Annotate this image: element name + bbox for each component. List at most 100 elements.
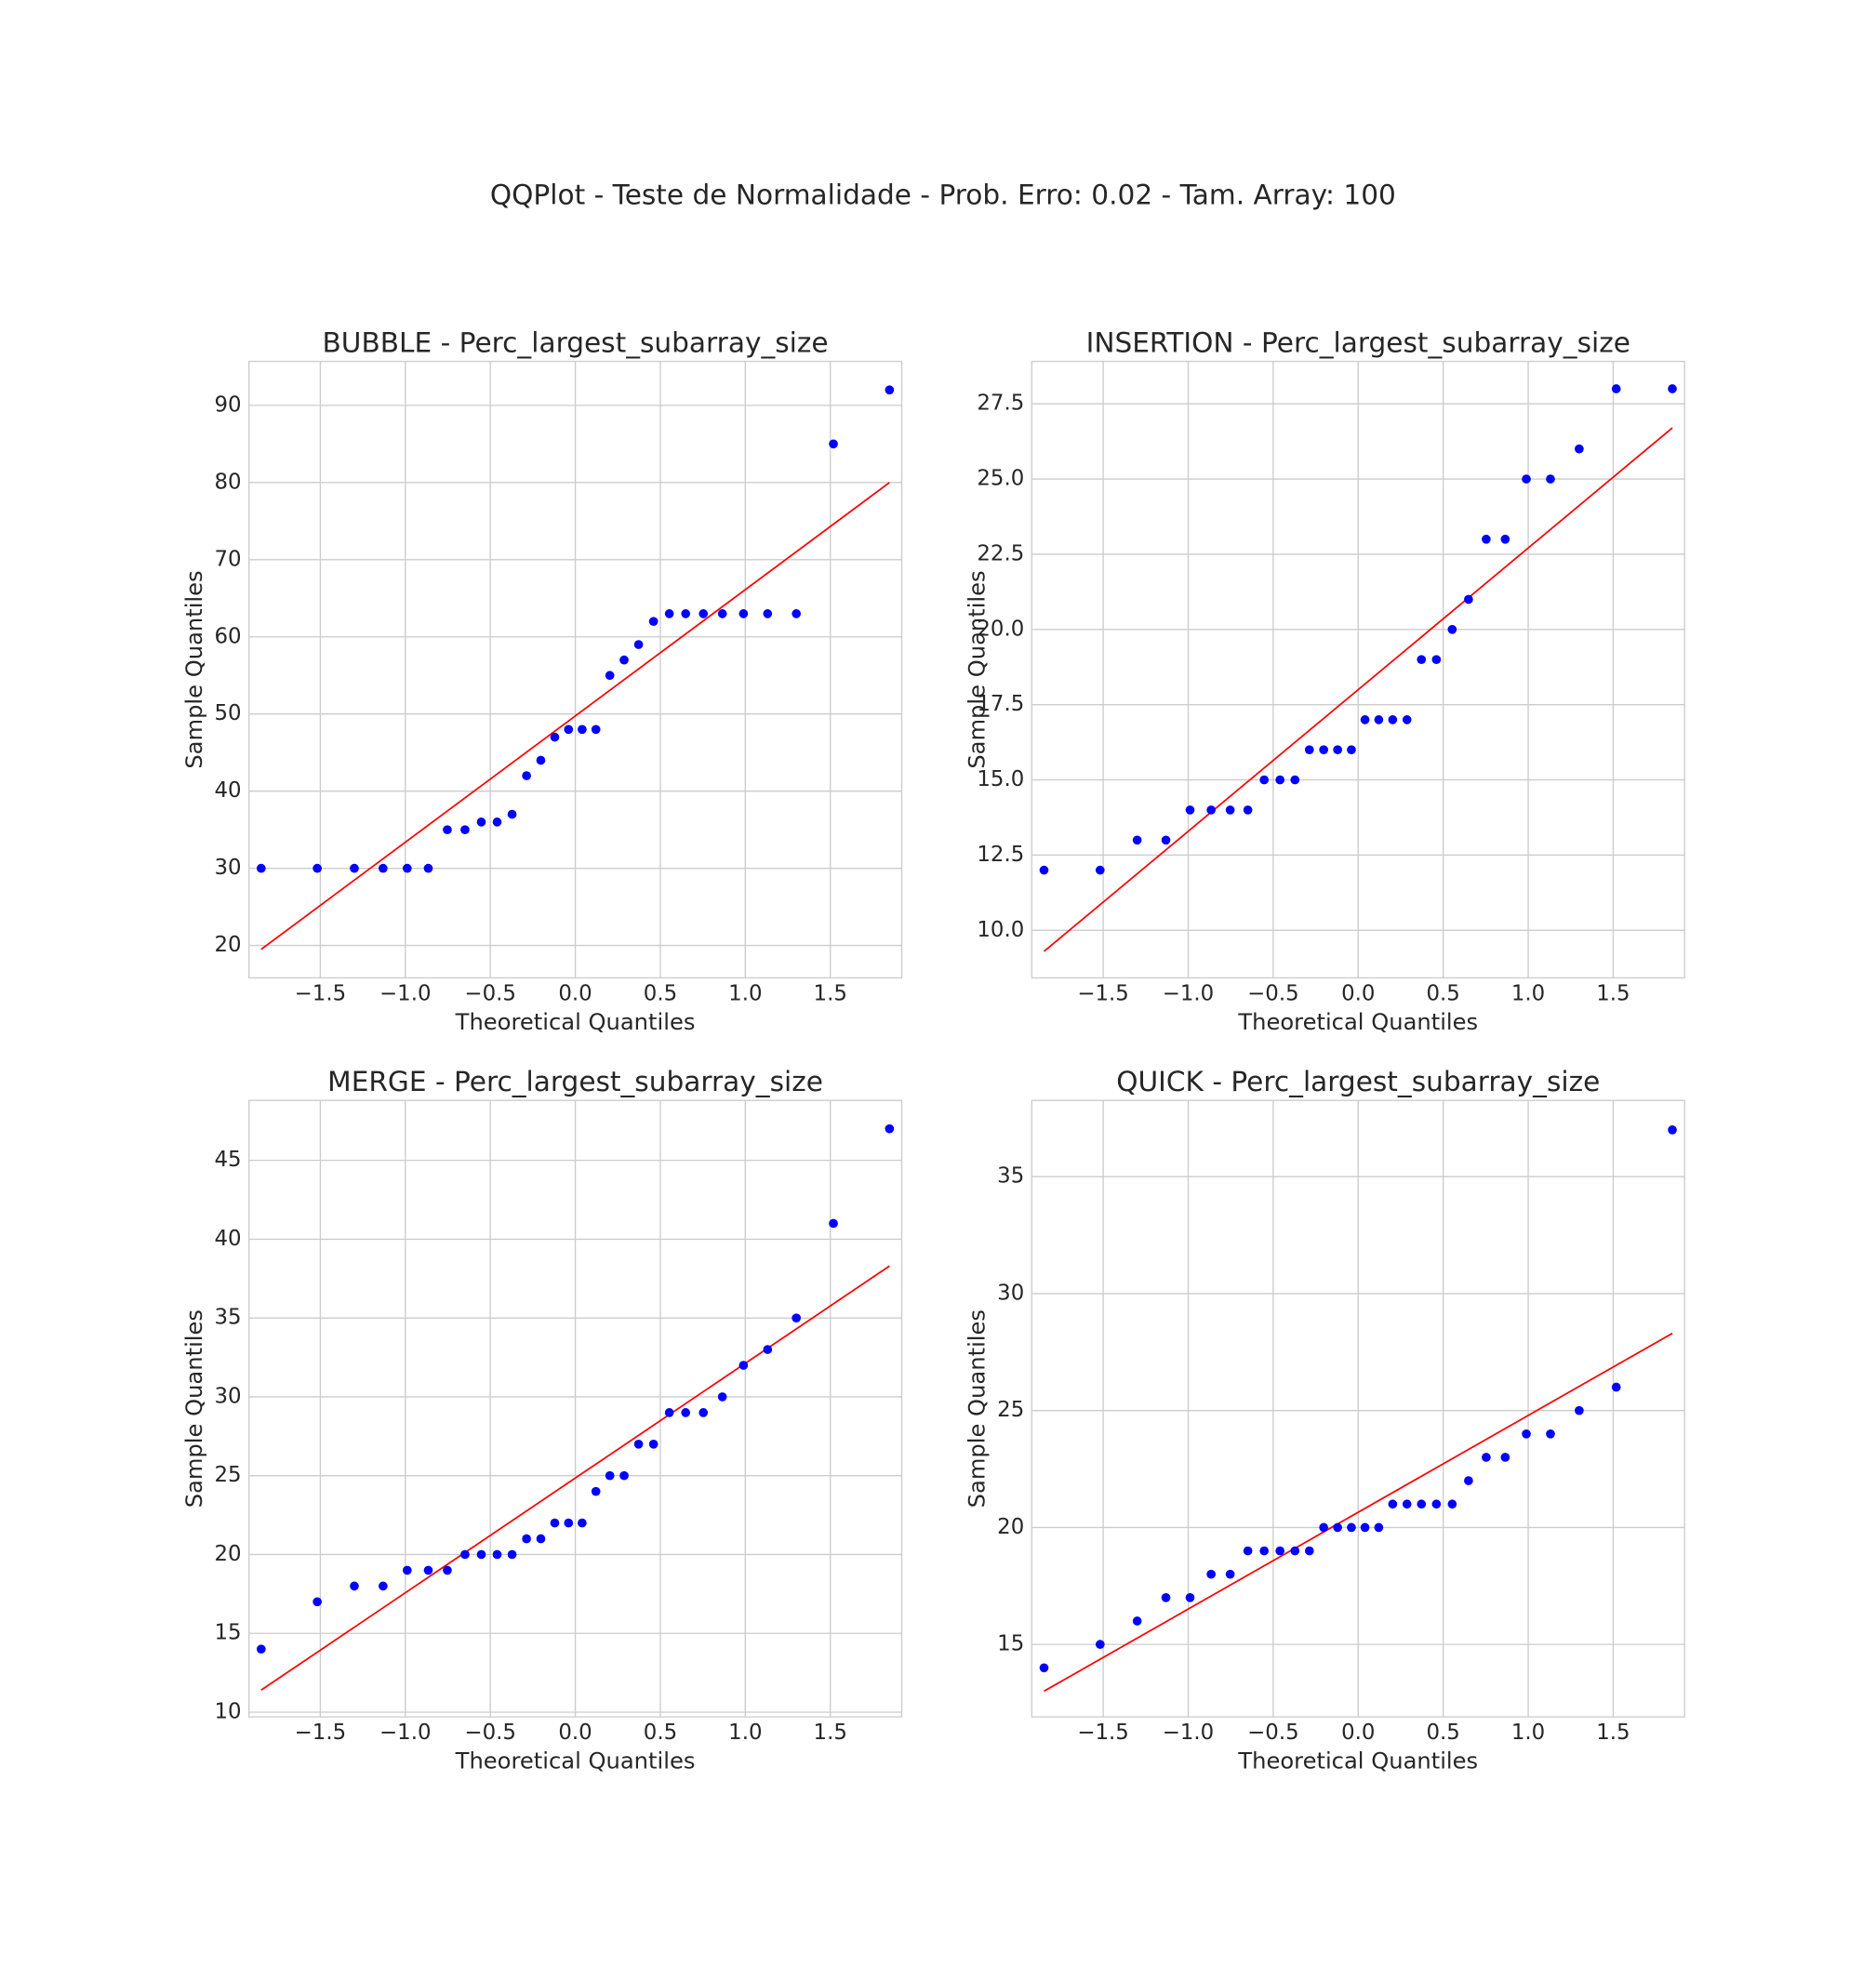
y-tick-label: 50 <box>214 701 241 725</box>
y-tick-label: 27.5 <box>977 392 1024 416</box>
data-point <box>379 863 388 873</box>
data-point <box>829 439 838 449</box>
y-tick-label: 70 <box>214 547 241 571</box>
data-point <box>1304 1546 1314 1556</box>
subplot: −1.5 −1.0 −0.5 0.0 0.5 1.0 1.5 10.0 12.5 15.0 17.5… <box>965 326 1685 1035</box>
data-point <box>1206 805 1217 815</box>
x-tick-label: −0.5 <box>464 1721 515 1745</box>
data-point <box>476 817 486 827</box>
x-tick-label: 1.5 <box>814 1721 847 1745</box>
data-point <box>256 863 266 873</box>
data-point <box>460 825 470 835</box>
data-point <box>564 724 574 735</box>
data-point <box>1290 775 1300 785</box>
data-point <box>578 1518 587 1528</box>
subplot-title: MERGE - Perc_largest_subarray_size <box>327 1066 823 1097</box>
data-point <box>507 1549 517 1560</box>
y-axis-label: Sample Quantiles <box>181 1309 207 1508</box>
x-tick-label: 1.5 <box>1596 1721 1630 1745</box>
data-point <box>1447 1499 1457 1509</box>
reference-line <box>1044 1332 1673 1693</box>
x-tick-label: 1.0 <box>1511 981 1545 1005</box>
data-point <box>1482 534 1491 544</box>
data-point <box>1668 1125 1677 1135</box>
data-point <box>699 1408 709 1417</box>
data-point <box>1402 1499 1412 1509</box>
data-point <box>1275 775 1285 785</box>
y-tick-label: 20.0 <box>977 617 1024 641</box>
data-point <box>1039 1663 1049 1673</box>
data-point <box>1319 1522 1329 1533</box>
data-point <box>699 609 709 618</box>
y-tick-label: 25.0 <box>977 467 1024 491</box>
data-point <box>1132 835 1142 845</box>
data-point <box>550 732 560 742</box>
data-point <box>1132 1616 1142 1626</box>
y-axis-label: Sample Quantiles <box>181 570 207 768</box>
axes-frame <box>247 360 903 979</box>
data-point <box>681 1408 691 1417</box>
x-tick-label: 0.0 <box>1341 1721 1375 1745</box>
y-tick-label: 15.0 <box>977 767 1024 791</box>
data-point <box>591 1486 601 1496</box>
x-tick-label: −1.5 <box>1077 981 1128 1005</box>
y-tick-label: 12.5 <box>977 843 1024 867</box>
axes-frame <box>1031 1099 1685 1718</box>
y-tick-label: 20 <box>214 1542 241 1566</box>
y-tick-label: 30 <box>214 1384 241 1408</box>
data-point <box>619 1470 629 1481</box>
data-point <box>648 617 659 627</box>
subplot-title: QUICK - Perc_largest_subarray_size <box>1116 1066 1600 1097</box>
x-tick-label: 1.0 <box>728 981 762 1005</box>
data-point <box>1388 1499 1398 1509</box>
data-point <box>1333 1522 1342 1533</box>
data-point <box>443 825 452 835</box>
axes-frame <box>247 1099 903 1718</box>
data-point <box>550 1518 560 1528</box>
data-point <box>1447 624 1457 634</box>
data-point <box>1290 1546 1300 1556</box>
data-point <box>1275 1546 1285 1556</box>
data-point <box>476 1549 486 1560</box>
subplot-title: BUBBLE - Perc_largest_subarray_size <box>323 326 829 358</box>
data-point <box>792 1313 802 1323</box>
y-axis-label: Sample Quantiles <box>965 1309 991 1508</box>
data-point <box>664 1408 674 1417</box>
y-tick-label: 20 <box>997 1515 1024 1539</box>
data-point <box>522 771 531 780</box>
data-point <box>591 724 601 735</box>
x-tick-label: −1.0 <box>379 981 431 1005</box>
data-point <box>1464 1476 1473 1485</box>
subplot: −1.5 −1.0 −0.5 0.0 0.5 1.0 1.5 15 20 25 30 35 QUICK … <box>965 1066 1685 1774</box>
data-point <box>1225 805 1235 815</box>
data-point <box>1225 1569 1235 1579</box>
data-point <box>633 640 644 649</box>
data-point <box>1575 444 1584 454</box>
y-tick-label: 30 <box>214 856 241 880</box>
y-tick-label: 45 <box>214 1148 241 1172</box>
data-point <box>1522 474 1531 484</box>
y-tick-label: 20 <box>214 933 241 957</box>
y-tick-label: 25 <box>214 1463 241 1487</box>
data-point <box>1039 865 1049 875</box>
data-point <box>648 1439 659 1449</box>
data-point <box>507 809 517 819</box>
data-point <box>738 609 749 618</box>
data-point <box>536 1534 546 1544</box>
data-point <box>1546 474 1555 484</box>
x-tick-label: 0.5 <box>644 981 677 1005</box>
x-tick-label: −0.5 <box>464 981 515 1005</box>
y-tick-label: 35 <box>997 1164 1024 1189</box>
data-point <box>460 1549 470 1560</box>
data-point <box>717 1392 727 1402</box>
data-point <box>1431 655 1442 665</box>
data-point <box>578 724 587 735</box>
x-axis-label: Theoretical Quantiles <box>455 1748 696 1774</box>
data-point <box>1347 745 1356 755</box>
y-tick-label: 17.5 <box>977 692 1024 716</box>
data-point <box>256 1644 266 1655</box>
x-axis-label: Theoretical Quantiles <box>1237 1009 1478 1035</box>
x-tick-label: 0.0 <box>558 1721 592 1745</box>
data-point <box>1243 805 1253 815</box>
